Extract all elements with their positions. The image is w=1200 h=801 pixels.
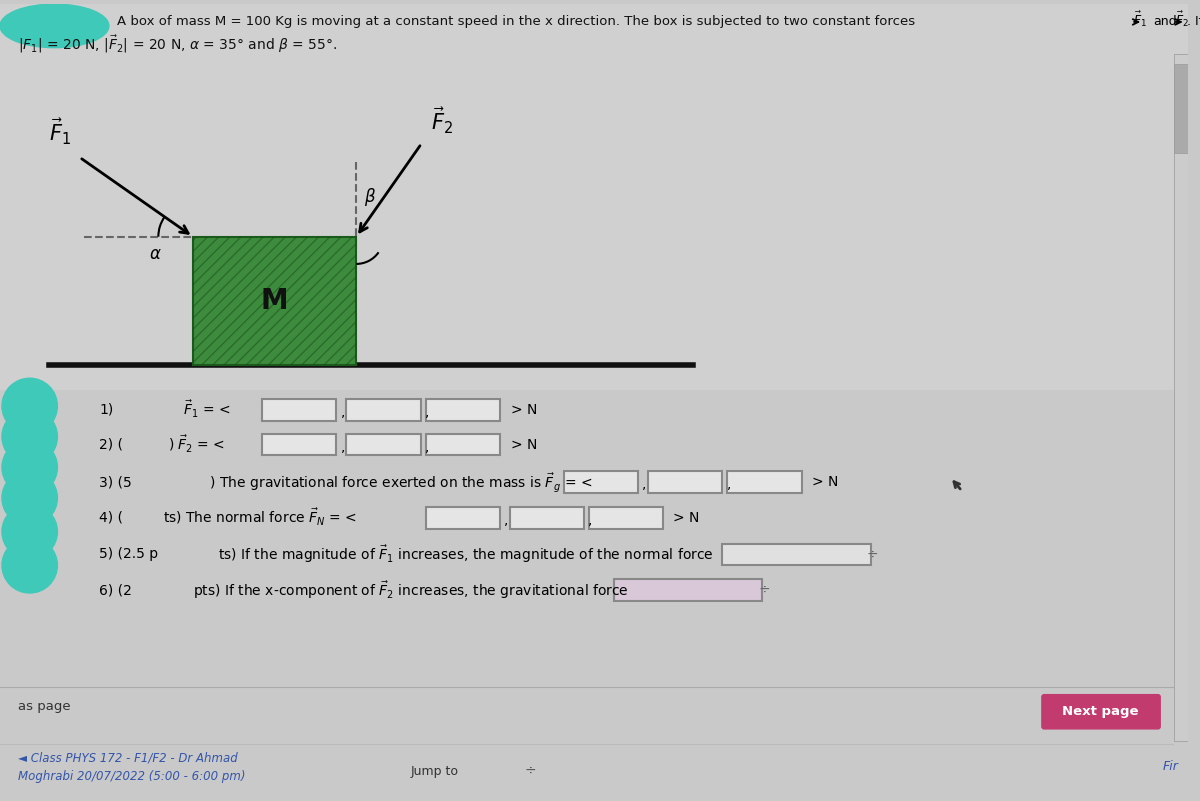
- Text: 6) (2: 6) (2: [98, 583, 132, 597]
- Text: ,: ,: [726, 477, 731, 491]
- Text: $\vec{F}_2$: $\vec{F}_2$: [432, 105, 454, 135]
- Text: $\vec{F}_2$: $\vec{F}_2$: [1175, 10, 1189, 29]
- Text: ) The gravitational force exerted on the mass is $\vec{F}_g$ = <: ) The gravitational force exerted on the…: [184, 471, 593, 493]
- Circle shape: [2, 504, 58, 559]
- Bar: [1174, 63, 1188, 152]
- Text: ,: ,: [504, 513, 508, 527]
- Circle shape: [2, 409, 58, 465]
- Bar: [193, 237, 356, 365]
- Bar: [564, 471, 638, 493]
- Text: $|F_1|$ = 20 N, $|\vec{F}_2|$ = 20 N, $\alpha$ = 35° and $\beta$ = 55°.: $|F_1|$ = 20 N, $|\vec{F}_2|$ = 20 N, $\…: [18, 33, 337, 54]
- Text: $\vec{F}_1$: $\vec{F}_1$: [1133, 10, 1147, 29]
- Text: > N: > N: [811, 475, 838, 489]
- Bar: [193, 237, 356, 365]
- Bar: [722, 544, 871, 566]
- Circle shape: [2, 537, 58, 593]
- Text: > N: > N: [511, 403, 538, 417]
- Bar: [648, 471, 722, 493]
- Bar: [426, 507, 500, 529]
- Text: ,: ,: [425, 440, 428, 453]
- Text: ÷: ÷: [524, 764, 536, 778]
- Circle shape: [2, 440, 58, 495]
- Circle shape: [2, 378, 58, 433]
- Text: ,: ,: [425, 405, 428, 419]
- Text: M: M: [260, 287, 288, 315]
- Text: > N: > N: [511, 437, 538, 452]
- Text: $\beta$: $\beta$: [365, 186, 377, 208]
- Bar: [426, 433, 500, 456]
- Text: 1): 1): [98, 403, 113, 417]
- Bar: [510, 507, 584, 529]
- Bar: [589, 507, 664, 529]
- Text: ,: ,: [642, 477, 647, 491]
- Text: Moghrabi 20/07/2022 (5:00 - 6:00 pm): Moghrabi 20/07/2022 (5:00 - 6:00 pm): [18, 770, 245, 783]
- Text: ,: ,: [588, 513, 593, 527]
- Bar: [1174, 54, 1188, 742]
- Text: 5) (2.5 p: 5) (2.5 p: [98, 547, 158, 562]
- Text: ÷: ÷: [866, 547, 878, 562]
- Text: ) $\vec{F}_2$ = <: ) $\vec{F}_2$ = <: [168, 434, 226, 455]
- Text: and: and: [1153, 15, 1177, 29]
- Text: Jump to: Jump to: [410, 765, 458, 778]
- Text: 3) (5: 3) (5: [98, 475, 132, 489]
- Ellipse shape: [0, 4, 109, 48]
- Text: $\vec{F}_1$ = <: $\vec{F}_1$ = <: [184, 400, 230, 421]
- Bar: [0, 4, 1188, 390]
- Text: ÷: ÷: [758, 583, 769, 597]
- Text: ,: ,: [341, 405, 344, 419]
- Text: . If: . If: [1187, 15, 1200, 29]
- Bar: [347, 399, 421, 421]
- Circle shape: [2, 470, 58, 525]
- Text: ts) If the magnitude of $\vec{F}_1$ increases, the magnitude of the normal force: ts) If the magnitude of $\vec{F}_1$ incr…: [217, 544, 713, 566]
- Bar: [613, 579, 762, 601]
- Text: 4) (: 4) (: [98, 511, 122, 525]
- Text: pts) If the x-component of $\vec{F}_2$ increases, the gravitational force: pts) If the x-component of $\vec{F}_2$ i…: [193, 579, 629, 601]
- Text: as page: as page: [18, 700, 71, 714]
- Text: $\vec{F}_1$: $\vec{F}_1$: [49, 117, 72, 147]
- Text: > N: > N: [673, 511, 700, 525]
- Text: 2) (: 2) (: [98, 437, 122, 452]
- Text: ,: ,: [341, 440, 344, 453]
- Text: ◄ Class PHYS 172 - F1/F2 - Dr Ahmad: ◄ Class PHYS 172 - F1/F2 - Dr Ahmad: [18, 752, 238, 765]
- Bar: [727, 471, 802, 493]
- FancyBboxPatch shape: [1042, 694, 1160, 730]
- Text: Fir: Fir: [1163, 759, 1178, 773]
- Bar: [263, 433, 336, 456]
- Text: Next page: Next page: [1062, 705, 1139, 718]
- Bar: [347, 433, 421, 456]
- Text: A box of mass M = 100 Kg is moving at a constant speed in the x direction. The b: A box of mass M = 100 Kg is moving at a …: [116, 15, 914, 29]
- Bar: [426, 399, 500, 421]
- Text: $\alpha$: $\alpha$: [149, 244, 162, 263]
- Text: ts) The normal force $\vec{F}_N$ = <: ts) The normal force $\vec{F}_N$ = <: [163, 507, 358, 529]
- Bar: [263, 399, 336, 421]
